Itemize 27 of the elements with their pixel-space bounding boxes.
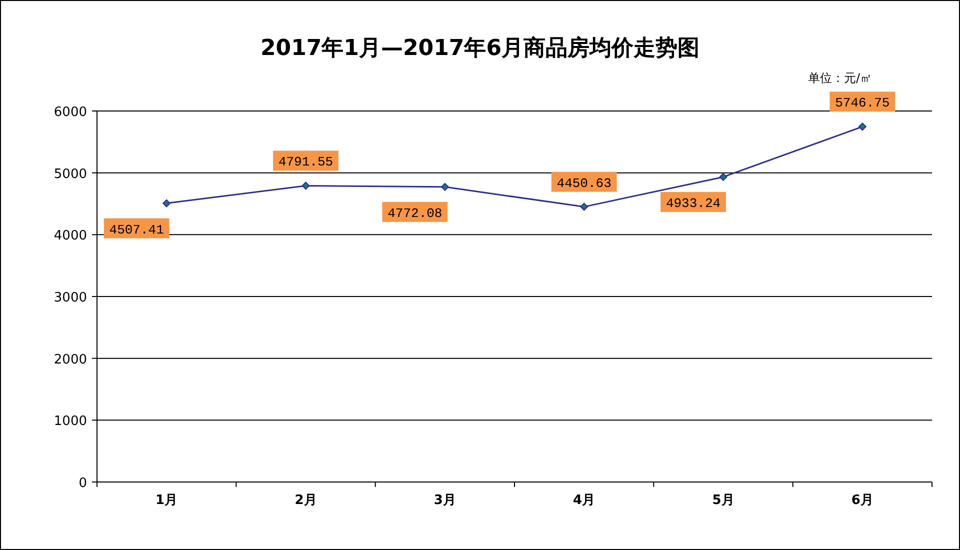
point (302, 182, 310, 190)
point (719, 172, 728, 181)
x-tick-label: 1月 (156, 493, 178, 508)
y-tick-label: 5000 (54, 166, 87, 182)
text: 单位：元/㎡ (808, 71, 872, 85)
y-tick-label: 1000 (54, 414, 87, 430)
y-tick-label: 0 (78, 476, 87, 491)
data-label: 4933.24 (666, 196, 721, 211)
y-tick-label: 4000 (54, 228, 87, 244)
y-tick-label: 6000 (54, 105, 87, 120)
point (440, 182, 449, 191)
data-label: 4791.55 (278, 154, 334, 170)
x-tick-label: 5月 (712, 493, 734, 508)
data-label: 5746.75 (835, 96, 890, 111)
data-label: 4507.41 (109, 222, 164, 238)
data-label: 4772.08 (388, 206, 442, 221)
point (580, 202, 588, 211)
x-tick-label: 4月 (573, 493, 596, 508)
y-tick-label: 2000 (54, 352, 87, 368)
x-tick-label: 2月 (294, 493, 317, 508)
point (162, 199, 171, 208)
x-tick-label: 3月 (434, 493, 456, 508)
y-tick-label: 3000 (54, 290, 87, 306)
x-tick-label: 6月 (851, 493, 874, 508)
point (858, 122, 866, 131)
chart-title: 2017年1月—2017年6月商品房均价走势图 (260, 35, 700, 61)
data-label: 4450.63 (556, 176, 612, 191)
